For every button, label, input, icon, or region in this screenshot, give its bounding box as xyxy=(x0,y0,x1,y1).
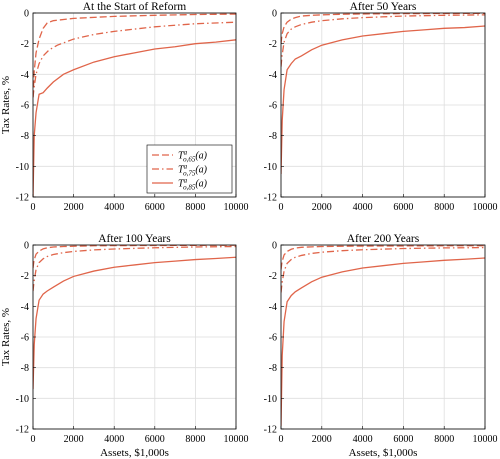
x-tick-label: 6000 xyxy=(145,202,165,213)
x-tick-label: 8000 xyxy=(434,202,454,213)
y-axis-label: Tax Rates, % xyxy=(0,308,12,366)
chart-title: At the Start of Reform xyxy=(83,1,187,13)
y-axis-label: Tax Rates, % xyxy=(0,76,12,134)
y-tick-label: -6 xyxy=(21,333,29,344)
legend-label: Ta o,65(a) xyxy=(178,149,208,164)
x-tick-label: 10000 xyxy=(224,434,249,445)
series-line-2 xyxy=(281,14,485,67)
y-tick-label: -12 xyxy=(264,193,277,204)
y-tick-label: -4 xyxy=(269,302,277,313)
y-tick-label: -8 xyxy=(269,363,277,374)
series-line-3 xyxy=(281,25,485,175)
y-tick-label: -4 xyxy=(269,70,277,81)
chart-panel-3: 0 2000 4000 6000 8000 10000 -12 -10 -8 -6 -4 -2 0 Aft… xyxy=(0,233,249,459)
x-tick-label: 0 xyxy=(279,434,284,445)
legend-label: Ta o,75(a) xyxy=(178,163,208,178)
series-line-1 xyxy=(33,245,236,269)
y-tick-label: -6 xyxy=(21,101,29,112)
x-tick-label: 4000 xyxy=(353,202,373,213)
x-tick-label: 4000 xyxy=(104,434,124,445)
series-line-1 xyxy=(281,245,485,270)
series-line-3 xyxy=(33,39,236,197)
x-tick-label: 8000 xyxy=(185,434,205,445)
y-tick-label: -6 xyxy=(269,333,277,344)
x-tick-label: 2000 xyxy=(312,202,332,213)
legend-label: Ta o,85(a) xyxy=(178,177,208,192)
series-line-3 xyxy=(33,256,236,390)
y-tick-label: -8 xyxy=(21,363,29,374)
series-line-2 xyxy=(33,245,236,292)
series-line-3 xyxy=(281,257,485,426)
x-tick-label: 2000 xyxy=(312,434,332,445)
y-tick-label: 0 xyxy=(24,241,29,252)
y-tick-label: -12 xyxy=(264,425,277,436)
x-tick-label: 2000 xyxy=(64,202,84,213)
x-tick-label: 6000 xyxy=(393,202,413,213)
x-tick-label: 0 xyxy=(31,202,36,213)
y-tick-label: -2 xyxy=(21,271,29,282)
chart-panel-4: 0 2000 4000 6000 8000 10000 -12 -10 -8 -6 -4 -2 0 Aft… xyxy=(264,233,498,459)
series-line-1 xyxy=(33,13,236,98)
x-axis-label: Assets, $1,000s xyxy=(100,447,169,459)
x-tick-label: 10000 xyxy=(473,202,498,213)
y-tick-label: -12 xyxy=(16,425,29,436)
y-tick-label: 0 xyxy=(272,9,277,20)
series-line-2 xyxy=(281,246,485,293)
y-tick-label: -8 xyxy=(21,131,29,142)
series-line-2 xyxy=(33,21,236,98)
x-tick-label: 4000 xyxy=(353,434,373,445)
y-tick-label: -6 xyxy=(269,101,277,112)
y-tick-label: -4 xyxy=(21,70,29,81)
series-line-1 xyxy=(281,13,485,44)
y-tick-label: -12 xyxy=(16,193,29,204)
x-tick-label: 8000 xyxy=(185,202,205,213)
x-tick-label: 6000 xyxy=(393,434,413,445)
chart-title: After 100 Years xyxy=(98,233,171,245)
x-tick-label: 10000 xyxy=(224,202,249,213)
x-tick-label: 0 xyxy=(279,202,284,213)
chart-title: After 50 Years xyxy=(350,1,417,13)
y-tick-label: -10 xyxy=(264,162,277,173)
chart-panel-2: 0 2000 4000 6000 8000 10000 -12 -10 -8 -6 -4 -2 0 Aft… xyxy=(264,1,498,213)
legend: Ta o,65(a)Ta o,75(a)Ta o,85(a) xyxy=(146,144,233,194)
y-tick-label: -4 xyxy=(21,302,29,313)
y-tick-label: 0 xyxy=(272,241,277,252)
y-tick-label: -2 xyxy=(21,39,29,50)
y-tick-label: -10 xyxy=(16,162,29,173)
x-tick-label: 0 xyxy=(31,434,36,445)
x-tick-label: 4000 xyxy=(104,202,124,213)
y-tick-label: 0 xyxy=(24,9,29,20)
x-tick-label: 8000 xyxy=(434,434,454,445)
chart-title: After 200 Years xyxy=(347,233,420,245)
y-tick-label: -10 xyxy=(264,394,277,405)
y-tick-label: -10 xyxy=(16,394,29,405)
x-axis-label: Assets, $1,000s xyxy=(349,447,418,459)
y-tick-label: -2 xyxy=(269,39,277,50)
x-tick-label: 10000 xyxy=(473,434,498,445)
y-tick-label: -2 xyxy=(269,271,277,282)
y-tick-label: -8 xyxy=(269,131,277,142)
chart-panel-1: 0 2000 4000 6000 8000 10000 -12 -10 -8 -6 -4 -2 0 At … xyxy=(0,1,249,213)
x-tick-label: 2000 xyxy=(64,434,84,445)
x-tick-label: 6000 xyxy=(145,434,165,445)
legend-box xyxy=(146,144,233,194)
